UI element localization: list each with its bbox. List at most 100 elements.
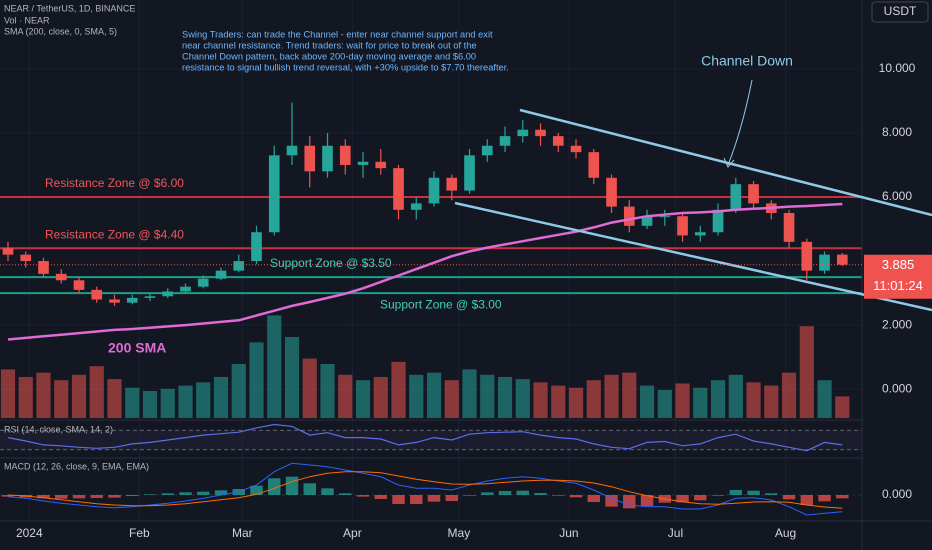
volume-bar (18, 376, 33, 418)
macd-histogram (481, 492, 494, 495)
indicator-label: Vol · NEAR (4, 15, 50, 25)
annotation: Resistance Zone @ $6.00 Resistance Zone @… (45, 29, 509, 311)
macd-histogram (143, 494, 157, 495)
volume-bar (515, 379, 530, 418)
candle-body (428, 177, 440, 204)
candle-body (339, 145, 351, 165)
volume-bar (196, 382, 211, 418)
volume-bar (213, 376, 229, 418)
volume-bar (0, 369, 16, 418)
zone-label: Support Zone @ $3.00 (380, 297, 502, 311)
plot-area (0, 102, 862, 516)
volume-bar (107, 379, 122, 418)
annotation-line: resistance to signal bullish trend rever… (182, 62, 509, 72)
macd-histogram (285, 476, 299, 495)
overlay: 3.885 11:01:24 (0, 254, 932, 299)
candle-body (126, 297, 138, 303)
y-tick-label: 8.000 (882, 125, 912, 139)
macd-histogram (108, 495, 121, 498)
candle-body (73, 280, 85, 290)
volume-bar (338, 374, 353, 418)
macd-histogram (694, 495, 707, 501)
candle-body (446, 177, 458, 191)
x-tick-label: Jun (559, 526, 578, 540)
x-tick-label: Mar (232, 526, 253, 540)
macd-histogram (463, 495, 476, 496)
volume-bar (693, 387, 708, 418)
sma-line (7, 202, 843, 341)
candle-body (552, 136, 564, 146)
candle-body (748, 184, 759, 204)
volume-bar (480, 374, 495, 418)
macd-histogram (498, 491, 512, 495)
candle-body (233, 261, 245, 271)
volume-bar (639, 385, 655, 418)
currency-button[interactable] (871, 1, 929, 23)
volume-bar (160, 388, 175, 418)
candle-body (570, 145, 582, 153)
macd-histogram (729, 490, 743, 495)
zone-label: Resistance Zone @ $4.40 (45, 227, 184, 241)
macd-histogram (410, 495, 423, 504)
volume-bar (444, 380, 459, 418)
volume-bar (249, 342, 264, 418)
candle-body (197, 278, 209, 287)
x-tick-label: 2024 (16, 526, 43, 540)
volume-bar (142, 391, 158, 418)
macd-histogram (623, 495, 636, 509)
macd-histogram (587, 495, 600, 502)
volume-bar (426, 372, 442, 418)
candle-body (144, 296, 156, 298)
volume-bar (320, 364, 335, 418)
candle-body (677, 216, 688, 236)
volume-bar (71, 374, 87, 418)
volume-bar (675, 383, 690, 418)
volume-bar (586, 380, 601, 418)
last-price-tag (864, 254, 932, 299)
candle-body (162, 291, 174, 297)
volume-bar (781, 372, 797, 418)
candle-body (606, 177, 617, 207)
x-tick-label: Feb (129, 526, 150, 540)
volume-bar (604, 374, 619, 418)
macd-histogram (818, 495, 831, 502)
volume-bar (568, 387, 584, 418)
last-price: 3.885 (882, 257, 915, 272)
channel-arrow (727, 79, 753, 166)
candle-body (659, 216, 671, 218)
candle-body (91, 289, 103, 300)
candle-body (783, 213, 795, 242)
y-tick-label: 6.000 (882, 189, 912, 203)
macd-histogram (516, 490, 529, 495)
signal-line (7, 471, 843, 509)
volume-bar (799, 326, 814, 418)
macd-histogram (569, 495, 583, 498)
macd-histogram (534, 493, 547, 495)
candle-body (393, 168, 404, 210)
countdown: 11:01:24 (873, 278, 923, 293)
candle-body (410, 203, 422, 210)
rsi-band-fill (0, 430, 862, 450)
volume-bar (728, 374, 743, 418)
candle-body (694, 232, 706, 236)
candle-body (180, 286, 191, 292)
macd-histogram (605, 495, 618, 507)
volume-bar (551, 385, 566, 418)
volume-bar (231, 364, 246, 418)
candle-body (517, 129, 529, 137)
volume-bar (391, 361, 406, 418)
candle-body (730, 184, 742, 210)
volume-bar (373, 376, 388, 418)
macd-histogram (214, 490, 228, 495)
candle-body (481, 145, 493, 156)
currency-label[interactable]: USDT (884, 4, 917, 18)
annotation-line: Swing Traders: can trade the Channel - e… (182, 29, 493, 39)
volume-bar (710, 380, 726, 418)
candle-body (38, 261, 49, 274)
rsi-label: RSI (14, close, SMA, 14, 2) (4, 424, 113, 434)
macd-histogram (339, 493, 352, 495)
volume-bar (835, 396, 850, 418)
x-tick-label: Apr (343, 526, 362, 540)
volume-bar (764, 385, 779, 418)
